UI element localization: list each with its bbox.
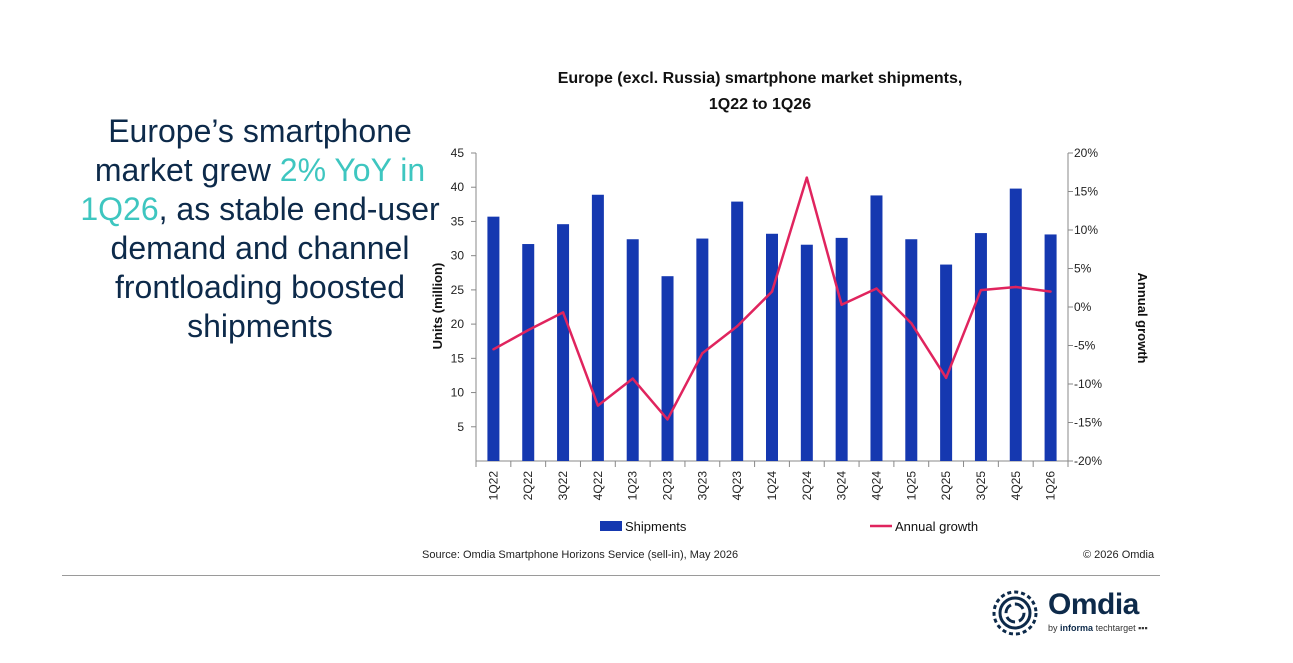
x-tick-label: 3Q25 — [974, 471, 988, 501]
bar-4Q23 — [731, 201, 744, 461]
headline-text-2: , as stable end-user demand and channel … — [110, 191, 440, 344]
growth-point-4Q23 — [735, 325, 739, 328]
y2-tick-label: -10% — [1074, 377, 1102, 391]
x-tick-label: 1Q25 — [904, 471, 918, 501]
bar-2Q22 — [522, 244, 535, 461]
y-tick-label: 5 — [457, 420, 464, 434]
growth-point-3Q25 — [979, 288, 983, 292]
x-tick-label: 2Q22 — [521, 471, 535, 501]
legend-label-growth: Annual growth — [895, 519, 978, 534]
bar-1Q23 — [626, 239, 639, 461]
x-tick-label: 2Q24 — [800, 471, 814, 501]
y2-tick-label: 10% — [1074, 223, 1098, 237]
growth-point-1Q25 — [910, 321, 913, 325]
bar-1Q25 — [905, 239, 918, 461]
bar-1Q24 — [766, 233, 778, 461]
source-note: Source: Omdia Smartphone Horizons Servic… — [422, 549, 739, 561]
x-tick-label: 2Q23 — [661, 471, 675, 501]
x-tick-label: 1Q24 — [765, 471, 779, 501]
bar-2Q23 — [661, 276, 674, 461]
growth-point-3Q23 — [701, 352, 704, 355]
growth-point-2Q22 — [527, 328, 530, 332]
legend: Shipments Annual growth — [600, 519, 978, 534]
bar-4Q24 — [870, 195, 883, 462]
headline: Europe’s smartphone market grew 2% YoY i… — [60, 112, 460, 346]
x-tick-label: 3Q24 — [835, 471, 849, 501]
growth-point-4Q22 — [596, 404, 600, 407]
bar-3Q23 — [696, 238, 709, 461]
y2-tick-label: 15% — [1074, 185, 1098, 199]
y2-tick-label: -15% — [1074, 416, 1102, 430]
omdia-logo-icon — [992, 590, 1038, 636]
growth-point-2Q23 — [666, 418, 669, 421]
y-tick-label: 25 — [451, 283, 465, 297]
growth-point-4Q24 — [875, 287, 878, 290]
y-tick-label: 45 — [451, 146, 465, 160]
bar-3Q24 — [835, 237, 848, 461]
growth-point-3Q24 — [840, 303, 843, 306]
growth-point-1Q26 — [1049, 290, 1052, 293]
x-tick-label: 2Q25 — [939, 471, 953, 501]
y-tick-label: 15 — [451, 351, 465, 365]
y2-tick-label: -5% — [1074, 339, 1096, 353]
bar-3Q25 — [974, 233, 987, 461]
legend-swatch-shipments — [600, 521, 622, 531]
x-tick-label: 4Q25 — [1009, 471, 1023, 501]
growth-point-2Q25 — [944, 376, 948, 380]
growth-point-2Q24 — [805, 176, 809, 179]
logo-byline: by informa techtarget ▪▪▪ — [1048, 623, 1148, 633]
y-tick-label: 35 — [451, 214, 465, 228]
y2-tick-label: -20% — [1074, 454, 1102, 468]
bar-2Q25 — [940, 264, 953, 461]
bar-4Q25 — [1009, 188, 1022, 461]
chart-title-line-2: 1Q22 to 1Q26 — [709, 96, 811, 113]
logo-wordmark: Omdia — [1048, 588, 1139, 621]
x-tick-label: 4Q22 — [591, 471, 605, 501]
x-tick-label: 4Q23 — [730, 471, 744, 501]
divider — [62, 575, 1160, 576]
growth-point-1Q23 — [631, 377, 634, 380]
bar-series — [487, 188, 1057, 462]
y2-axis-label: Annual growth — [1135, 273, 1150, 364]
chart: Europe (excl. Russia) smartphone market … — [430, 70, 1150, 534]
legend-label-shipments: Shipments — [625, 519, 687, 534]
chart-title-line-1: Europe (excl. Russia) smartphone market … — [558, 70, 963, 87]
y-tick-label: 30 — [451, 249, 465, 263]
growth-point-1Q22 — [492, 348, 495, 351]
x-tick-labels: 1Q22 2Q22 3Q22 4Q22 1Q23 2Q23 3Q23 4Q23 1Q24 2Q24… — [486, 471, 1057, 501]
growth-point-4Q25 — [1014, 285, 1017, 289]
y-tick-label: 20 — [451, 317, 465, 331]
x-tick-label: 1Q23 — [626, 471, 640, 501]
y2-tick-label: 5% — [1074, 262, 1092, 276]
x-tick-label: 3Q23 — [695, 471, 709, 501]
bar-4Q22 — [591, 194, 604, 462]
bar-1Q22 — [487, 216, 500, 461]
y-tick-label: 10 — [451, 386, 465, 400]
omdia-logo: Omdia by informa techtarget ▪▪▪ — [990, 588, 1160, 638]
growth-point-3Q22 — [561, 311, 565, 314]
y2-tick-label: 20% — [1074, 146, 1098, 160]
y2-tick-label: 0% — [1074, 300, 1092, 314]
growth-line-series — [492, 176, 1052, 421]
bar-3Q22 — [557, 224, 570, 461]
headline-text-1: Europe’s smartphone market grew — [94, 113, 412, 188]
y-tick-label: 40 — [451, 180, 465, 194]
x-tick-label: 1Q22 — [486, 471, 500, 501]
bar-1Q26 — [1044, 234, 1057, 461]
x-tick-label: 1Q26 — [1044, 471, 1058, 501]
headline-highlight: 2% YoY in 1Q26 — [80, 152, 426, 227]
x-tick-label: 4Q24 — [869, 471, 883, 501]
y-axis-label: Units (million) — [430, 263, 445, 350]
copyright: © 2026 Omdia — [1083, 549, 1155, 561]
bar-2Q24 — [800, 244, 813, 461]
x-tick-label: 3Q22 — [556, 471, 570, 501]
growth-point-1Q24 — [770, 290, 774, 293]
